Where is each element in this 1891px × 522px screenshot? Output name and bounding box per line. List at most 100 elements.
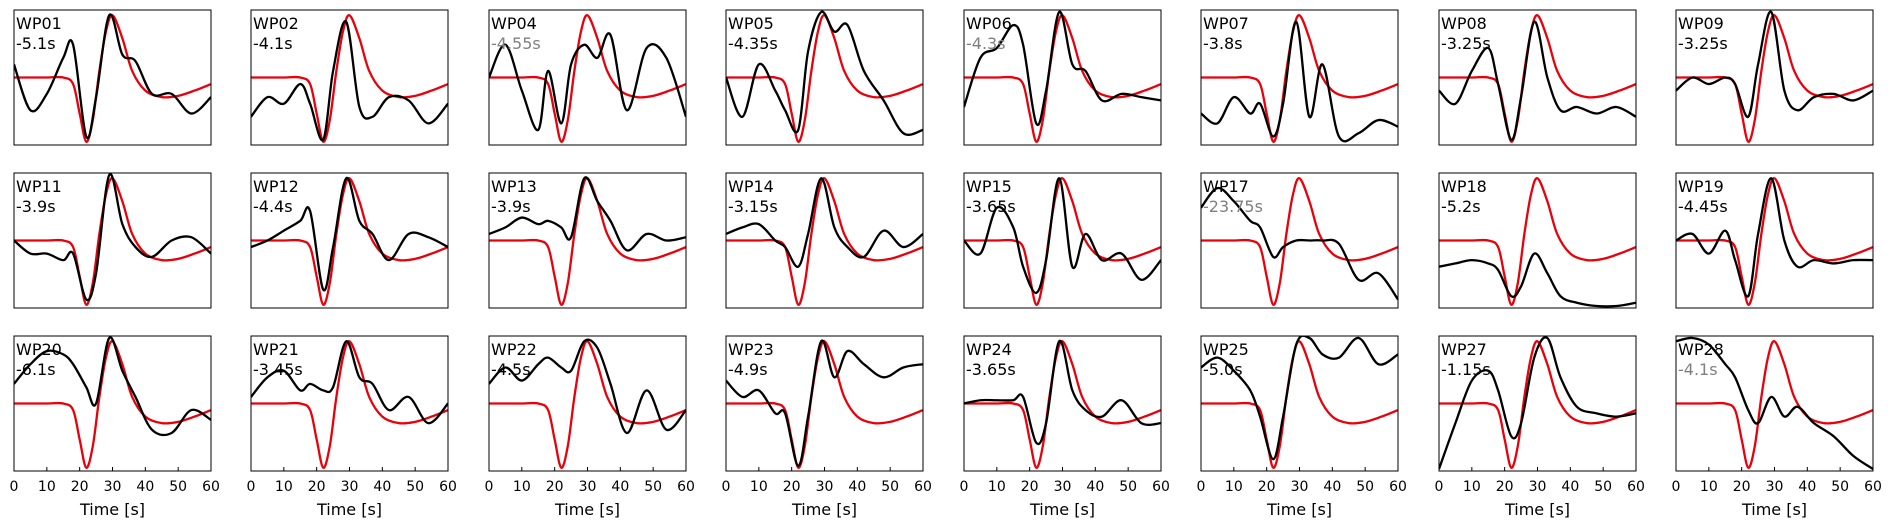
x-tick-label: 10	[1225, 479, 1243, 495]
x-tick-label: 60	[1389, 479, 1407, 495]
panel-wp27: WP27-1.15s 0 10 20 30 40 50 60 Time [s]	[1435, 335, 1645, 519]
panel-wp28: WP28-4.1s 0 10 20 30 40 50 60 Time [s]	[1672, 335, 1882, 519]
x-tick-label: 30	[1054, 479, 1072, 495]
panel-frame	[725, 172, 924, 309]
observed-waveform-line	[251, 20, 448, 142]
x-tick-label: 30	[1529, 479, 1547, 495]
time-shift-label: -4.35s	[728, 34, 778, 53]
x-tick-label: 50	[881, 479, 899, 495]
observed-waveform-line	[251, 340, 448, 425]
observed-waveform-line	[489, 338, 686, 435]
x-tick-label: 30	[104, 479, 122, 495]
observed-waveform-line	[964, 177, 1161, 295]
time-shift-label: -3.15s	[728, 197, 778, 216]
time-shift-label: -4.1s	[1678, 360, 1718, 379]
x-tick-label: 30	[1291, 479, 1309, 495]
observed-waveform-line	[1439, 252, 1636, 308]
x-tick-label: 50	[1356, 479, 1374, 495]
x-tick-label: 20	[1258, 479, 1276, 495]
observed-waveform-line	[14, 13, 211, 140]
x-tick-label: 10	[1700, 479, 1718, 495]
panel-wp19: WP19-4.45s	[1675, 172, 1874, 309]
panel-wp01: WP01-5.1s	[13, 9, 212, 146]
time-shift-label: -3.9s	[491, 197, 531, 216]
time-shift-label: -3.25s	[1678, 34, 1728, 53]
time-shift-label: -3.65s	[966, 197, 1016, 216]
x-tick-label: 40	[373, 479, 391, 495]
x-tick-label: 20	[1733, 479, 1751, 495]
observed-waveform-line	[1201, 186, 1398, 301]
time-shift-label: -4.4s	[253, 197, 293, 216]
reference-waveform-line	[1676, 177, 1873, 306]
x-tick-label: 20	[71, 479, 89, 495]
x-tick-label: 60	[439, 479, 457, 495]
x-tick-label: 40	[1323, 479, 1341, 495]
x-tick-label: 50	[406, 479, 424, 495]
time-shift-label: -4.55s	[491, 34, 541, 53]
station-label: WP14	[728, 177, 774, 196]
x-tick-label: 0	[1197, 479, 1206, 495]
panel-frame	[250, 9, 449, 146]
x-axis-label: Time [s]	[1504, 500, 1570, 519]
time-shift-label: -3.65s	[966, 360, 1016, 379]
panel-frame	[1438, 172, 1637, 309]
station-label: WP22	[491, 340, 537, 359]
panel-wp09: WP09-3.25s	[1675, 9, 1874, 146]
panel-wp15: WP15-3.65s	[963, 172, 1162, 309]
panel-wp22: WP22-4.5s 0 10 20 30 40 50 60 Time [s]	[485, 335, 695, 519]
station-label: WP15	[966, 177, 1012, 196]
time-shift-label: -6.1s	[16, 360, 56, 379]
x-tick-label: 60	[1152, 479, 1170, 495]
x-tick-label: 30	[341, 479, 359, 495]
station-label: WP06	[966, 14, 1012, 33]
x-tick-label: 40	[1086, 479, 1104, 495]
station-label: WP18	[1441, 177, 1487, 196]
time-shift-label: -4.45s	[1678, 197, 1728, 216]
x-tick-label: 0	[247, 479, 256, 495]
x-axis-label: Time [s]	[1266, 500, 1332, 519]
x-axis-label: Time [s]	[1029, 500, 1095, 519]
x-tick-label: 20	[1496, 479, 1514, 495]
observed-waveform-line	[1201, 336, 1398, 461]
x-tick-label: 30	[1766, 479, 1784, 495]
x-tick-label: 20	[546, 479, 564, 495]
x-tick-label: 40	[848, 479, 866, 495]
panel-frame	[1200, 172, 1399, 309]
station-label: WP13	[491, 177, 537, 196]
x-tick-label: 20	[783, 479, 801, 495]
panel-frame	[13, 9, 212, 146]
reference-waveform-line	[1201, 177, 1398, 306]
panel-wp12: WP12-4.4s	[250, 172, 449, 309]
station-label: WP20	[16, 340, 62, 359]
station-label: WP19	[1678, 177, 1724, 196]
x-tick-label: 50	[1831, 479, 1849, 495]
panel-frame	[1675, 9, 1874, 146]
time-shift-label: -4.9s	[728, 360, 768, 379]
observed-waveform-line	[1676, 177, 1873, 298]
station-label: WP17	[1203, 177, 1249, 196]
observed-waveform-line	[14, 336, 211, 437]
x-tick-label: 50	[169, 479, 187, 495]
observed-waveform-line	[726, 339, 923, 467]
station-label: WP01	[16, 14, 62, 33]
panel-wp25: WP25-5.0s 0 10 20 30 40 50 60 Time [s]	[1197, 335, 1407, 519]
observed-waveform-line	[251, 177, 448, 292]
panel-wp08: WP08-3.25s	[1438, 9, 1637, 146]
x-tick-label: 60	[1627, 479, 1645, 495]
station-label: WP12	[253, 177, 299, 196]
x-tick-label: 50	[1119, 479, 1137, 495]
observed-waveform-line	[489, 176, 686, 252]
observed-waveform-line	[14, 173, 211, 302]
x-tick-label: 0	[485, 479, 494, 495]
x-tick-label: 10	[750, 479, 768, 495]
time-shift-label: -4.1s	[253, 34, 293, 53]
x-tick-label: 60	[914, 479, 932, 495]
observed-waveform-line	[726, 177, 923, 268]
time-shift-label: -5.0s	[1203, 360, 1243, 379]
time-shift-label: -4.3s	[966, 34, 1006, 53]
panel-wp13: WP13-3.9s	[488, 172, 687, 309]
x-tick-label: 40	[1561, 479, 1579, 495]
x-tick-label: 60	[202, 479, 220, 495]
time-shift-label: -5.2s	[1441, 197, 1481, 216]
time-shift-label: -3.8s	[1203, 34, 1243, 53]
